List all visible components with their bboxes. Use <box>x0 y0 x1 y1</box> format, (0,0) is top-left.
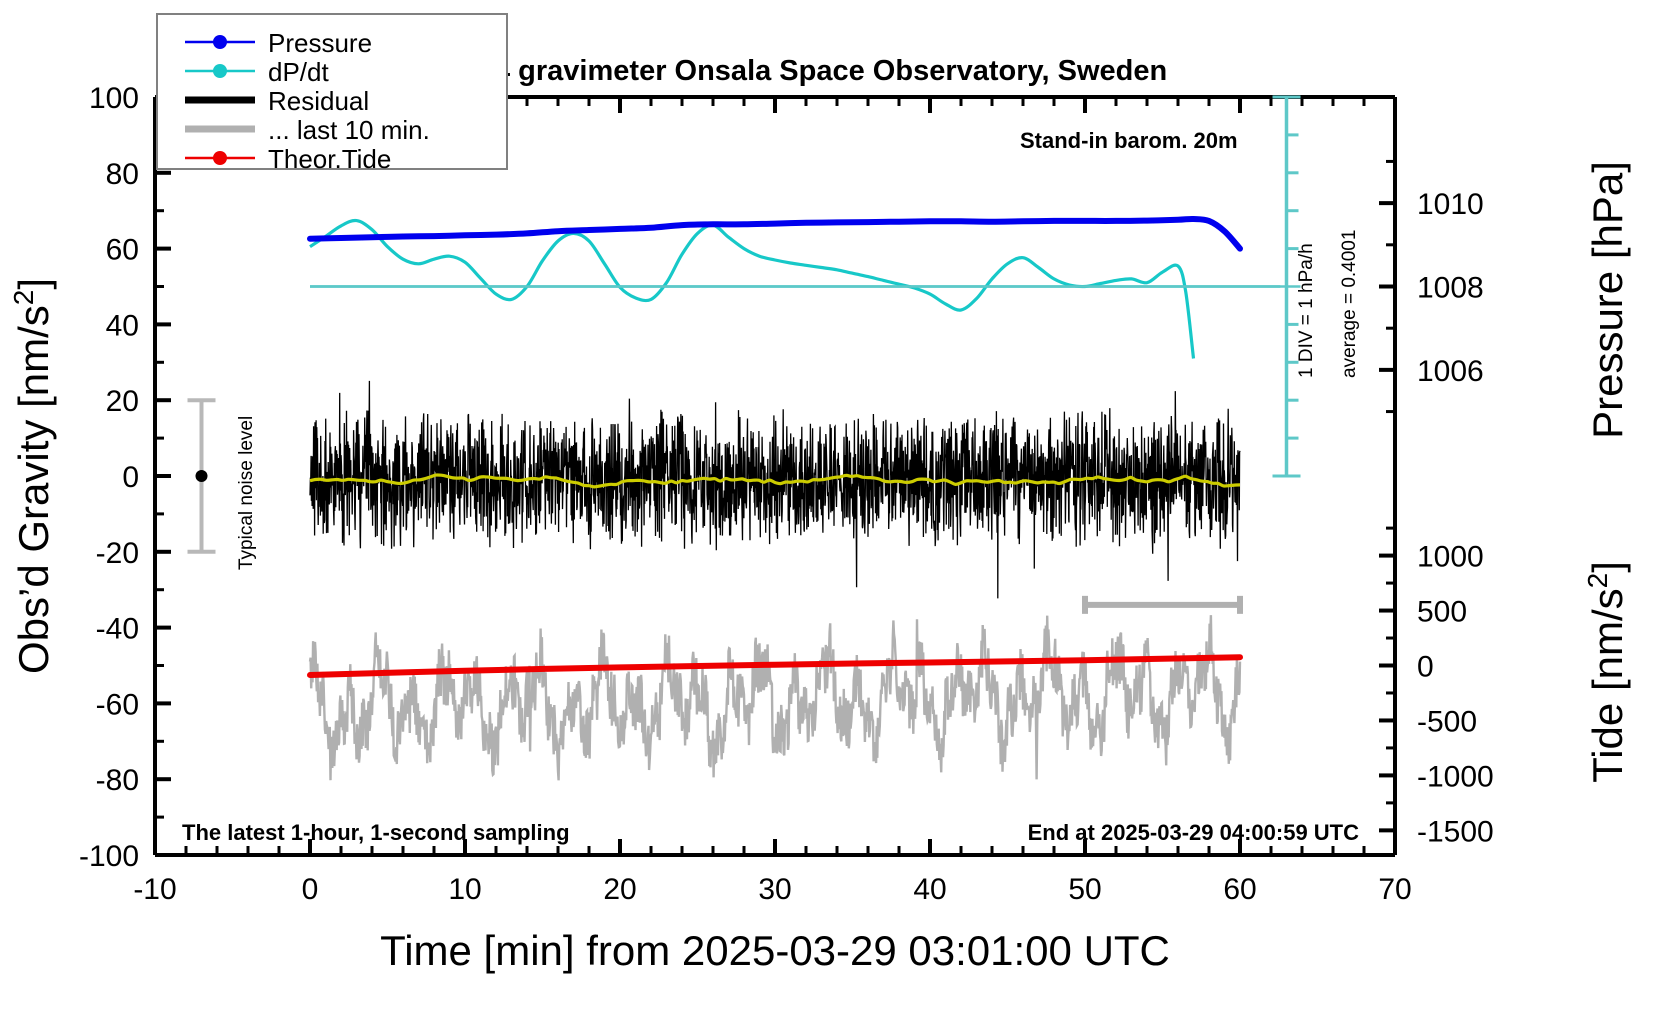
end-time-label: End at 2025-03-29 04:00:59 UTC <box>1028 820 1359 845</box>
legend-label-0[interactable]: Pressure <box>268 28 372 58</box>
y-tick-label-left: -20 <box>96 537 139 570</box>
y-tick-label-pressure: 1010 <box>1417 188 1484 221</box>
typical-noise-level-errorbar <box>187 398 216 554</box>
x-tick-label: 50 <box>1068 873 1101 906</box>
legend-marker <box>213 151 227 165</box>
sampling-note-label: The latest 1-hour, 1-second sampling <box>182 820 570 845</box>
y-axis-right-pressure-label: Pressure [hPa] <box>1584 161 1631 439</box>
div-scale-label: 1 DIV = 1 hPa/h <box>1296 243 1317 378</box>
last-10-min-range-bar <box>1082 595 1243 614</box>
y-tick-label-pressure: 1006 <box>1417 355 1484 388</box>
y-tick-label-left: 0 <box>122 461 139 494</box>
y-tick-label-tide: -1500 <box>1417 815 1494 848</box>
legend-label-3[interactable]: ... last 10 min. <box>268 115 430 145</box>
x-axis-ticks: -10 0 10 20 30 40 50 60 70 <box>133 97 1412 906</box>
y-tick-label-left: -100 <box>79 840 139 873</box>
x-tick-label: 10 <box>448 873 481 906</box>
y-axis-right-ticks: 1006 1008 1010 -1500 -1000 -500 0 500 1000 <box>1379 159 1494 848</box>
x-tick-label: 30 <box>758 873 791 906</box>
stand-in-barometer-label: Stand-in barom. 20m <box>1020 128 1238 153</box>
legend-label-2[interactable]: Residual <box>268 86 369 116</box>
series-residual <box>309 380 1241 599</box>
x-tick-label: -10 <box>133 873 176 906</box>
x-tick-label: 20 <box>603 873 636 906</box>
legend-marker <box>213 35 227 49</box>
y-tick-label-left: 20 <box>106 385 139 418</box>
x-axis-label: Time [min] from 2025-03-29 03:01:00 UTC <box>380 927 1170 974</box>
x-tick-label: 0 <box>302 873 319 906</box>
series-pressure <box>307 215 1243 252</box>
y-tick-label-left: -60 <box>96 688 139 721</box>
y-tick-label-pressure: 1008 <box>1417 272 1484 305</box>
y-tick-label-tide: -1000 <box>1417 760 1494 793</box>
y-tick-label-left: 60 <box>106 234 139 267</box>
y-tick-label-left: 40 <box>106 309 139 342</box>
legend-label-1[interactable]: dP/dt <box>268 57 329 87</box>
y-tick-label-tide: 500 <box>1417 596 1467 629</box>
legend-marker <box>213 64 227 78</box>
y-tick-label-left: 80 <box>106 158 139 191</box>
y-tick-label-tide: -500 <box>1417 705 1477 738</box>
legend-label-4[interactable]: Theor.Tide <box>268 144 391 174</box>
y-tick-label-left: -40 <box>96 613 139 646</box>
y-axis-right-tide-label: Tide [nm/s2] <box>1582 561 1632 783</box>
y-tick-label-tide: 1000 <box>1417 541 1484 574</box>
typical-noise-level-label: Typical noise level <box>236 416 257 570</box>
y-tick-label-left: -80 <box>96 764 139 797</box>
x-tick-label: 60 <box>1223 873 1256 906</box>
dpdt-scale-bar <box>310 95 1301 478</box>
average-label: average = 0.4001 <box>1339 230 1360 378</box>
chart-title: SCG_054 gravimeter Onsala Space Observat… <box>383 55 1167 87</box>
x-tick-label: 40 <box>913 873 946 906</box>
x-tick-label: 70 <box>1378 873 1411 906</box>
series-theoretical-tide <box>307 654 1243 678</box>
y-axis-left-ticks: -100 -80 -60 -40 -20 0 20 40 60 80 100 <box>79 82 171 873</box>
y-axis-left-label: Obs’d Gravity [nm/s2] <box>8 278 58 674</box>
series-residual-smoothed <box>309 473 1241 489</box>
y-axis-left-minor-ticks <box>155 133 164 819</box>
y-tick-label-tide: 0 <box>1417 651 1434 684</box>
y-tick-label-left: 100 <box>89 82 139 115</box>
